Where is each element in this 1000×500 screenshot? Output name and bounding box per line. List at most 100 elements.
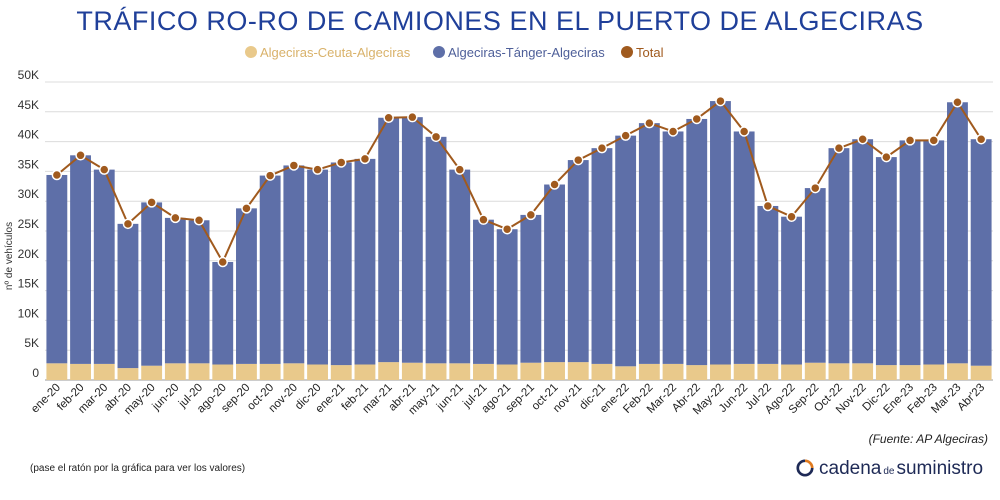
bar-tanger bbox=[283, 165, 305, 364]
total-point bbox=[644, 117, 655, 129]
x-axis: ene-20feb-20mar-20abr-20may-20jun-20jul-… bbox=[29, 382, 987, 418]
total-point bbox=[217, 256, 228, 268]
bar-tanger bbox=[947, 102, 968, 364]
bar-ceuta bbox=[46, 363, 68, 380]
brand-logo[interactable]: cadena de suministro bbox=[796, 456, 983, 480]
bar-ceuta bbox=[117, 368, 139, 380]
bar-tanger bbox=[70, 155, 91, 364]
total-point bbox=[596, 142, 608, 154]
bar-tanger bbox=[188, 220, 210, 364]
total-point bbox=[525, 209, 537, 221]
y-tick-label: 0 bbox=[32, 366, 39, 380]
total-point bbox=[928, 135, 939, 146]
bar-ceuta bbox=[852, 363, 874, 380]
bar-ceuta bbox=[236, 363, 257, 380]
hover-hint: (pase el ratón por la gráfica para ver l… bbox=[30, 463, 246, 474]
bar-tanger bbox=[93, 169, 115, 364]
bar-ceuta bbox=[449, 363, 471, 380]
bar-ceuta bbox=[164, 363, 186, 380]
bar-ceuta bbox=[283, 363, 305, 380]
bar-ceuta bbox=[473, 363, 494, 380]
bar-tanger bbox=[852, 139, 874, 364]
bar-tanger bbox=[46, 174, 68, 364]
bar-ceuta bbox=[93, 363, 115, 380]
legend-marker bbox=[433, 46, 445, 58]
source-note: (Fuente: AP Algeciras) bbox=[868, 432, 988, 446]
total-point bbox=[810, 182, 821, 194]
total-point bbox=[193, 215, 205, 226]
bar-tanger bbox=[567, 160, 589, 363]
legend-label: Total bbox=[636, 45, 664, 60]
bar-tanger bbox=[781, 216, 802, 365]
y-tick-label: 45K bbox=[18, 98, 39, 112]
total-point bbox=[691, 113, 702, 125]
y-tick-label: 40K bbox=[18, 128, 39, 142]
bar-ceuta bbox=[828, 363, 850, 380]
bar-tanger bbox=[899, 140, 921, 366]
bar-ceuta bbox=[567, 362, 589, 380]
total-point bbox=[881, 151, 892, 163]
bar-ceuta bbox=[686, 365, 708, 380]
total-point bbox=[241, 203, 252, 214]
y-axis-label: nº de vehículos bbox=[4, 222, 15, 290]
bar-ceuta bbox=[425, 363, 447, 380]
bar-ceuta bbox=[354, 364, 376, 380]
y-tick-label: 10K bbox=[18, 306, 39, 320]
total-point bbox=[407, 111, 418, 123]
brand-text-2: de bbox=[883, 466, 895, 477]
bar-ceuta bbox=[662, 363, 684, 380]
bar-tanger bbox=[970, 139, 992, 366]
bar-tanger bbox=[615, 135, 637, 367]
grid-lines bbox=[45, 81, 993, 381]
y-tick-label: 30K bbox=[18, 187, 39, 201]
bar-tanger bbox=[117, 223, 139, 369]
legend-label: Algeciras-Tánger-Algeciras bbox=[448, 45, 605, 60]
legend: Algeciras-Ceuta-Algeciras Algeciras-Tánge… bbox=[245, 45, 664, 60]
bar-tanger bbox=[259, 175, 281, 364]
total-point bbox=[573, 154, 584, 166]
bar-ceuta bbox=[757, 363, 779, 380]
bar-ceuta bbox=[923, 364, 945, 380]
bar-ceuta bbox=[638, 363, 660, 380]
brand-text-1: cadena bbox=[819, 458, 882, 479]
total-point bbox=[430, 131, 442, 143]
bar-ceuta bbox=[307, 364, 328, 380]
brand-text-3: suministro bbox=[896, 458, 984, 479]
total-point bbox=[359, 153, 371, 165]
bar-ceuta bbox=[188, 363, 210, 380]
y-tick-label: 50K bbox=[18, 68, 39, 82]
bar-tanger bbox=[875, 157, 897, 366]
bar-tanger bbox=[212, 261, 234, 365]
y-tick-label: 5K bbox=[24, 336, 39, 350]
bar-tanger bbox=[804, 188, 826, 363]
bar-tanger bbox=[141, 202, 163, 366]
total-point bbox=[501, 223, 513, 235]
x-tick-label: ene-20 bbox=[29, 382, 63, 416]
total-point bbox=[715, 95, 726, 107]
total-point bbox=[383, 112, 394, 124]
bar-tanger bbox=[591, 148, 613, 364]
total-point bbox=[478, 214, 489, 225]
bar-ceuta bbox=[875, 365, 897, 380]
bar-ceuta bbox=[947, 363, 968, 380]
bar-tanger bbox=[710, 101, 731, 365]
total-point bbox=[75, 150, 86, 161]
bar-tanger bbox=[354, 158, 376, 365]
bar-tanger bbox=[923, 140, 945, 365]
bar-ceuta bbox=[70, 363, 91, 380]
bar-tanger bbox=[307, 169, 328, 365]
total-point bbox=[99, 164, 110, 175]
y-tick-label: 35K bbox=[18, 157, 39, 171]
total-point bbox=[620, 130, 631, 141]
bar-tanger bbox=[828, 148, 850, 364]
bar-ceuta bbox=[733, 363, 755, 380]
bar-ceuta bbox=[544, 362, 565, 380]
bar-tanger bbox=[638, 123, 660, 364]
total-point bbox=[738, 126, 750, 137]
bar-tanger bbox=[378, 117, 400, 363]
total-point bbox=[170, 212, 181, 224]
bars bbox=[46, 101, 992, 380]
total-series-line bbox=[56, 99, 982, 265]
bar-tanger bbox=[662, 131, 684, 364]
